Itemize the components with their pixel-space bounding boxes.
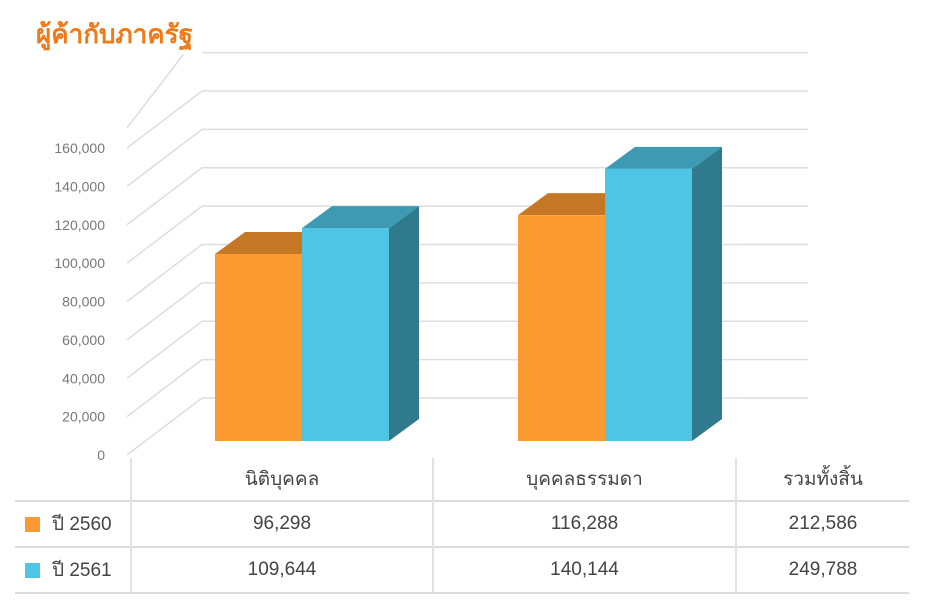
legend-cell: ปี 2560	[15, 500, 131, 547]
legend-swatch-2560	[25, 517, 40, 533]
y-tick-label: 20,000	[62, 409, 105, 425]
y-tick-label: 0	[97, 447, 105, 460]
legend-swatch-2561	[25, 563, 40, 579]
legend-cell: ปี 2561	[15, 546, 131, 594]
table-cell: 96,298	[130, 500, 433, 547]
gridline	[126, 90, 808, 149]
bar-top	[302, 206, 419, 229]
y-tick-label: 160,000	[54, 140, 105, 156]
y-tick-label: 40,000	[62, 370, 105, 386]
data-table: นิติบุคคล บุคคลธรรมดา รวมทั้งสิ้น ปี 256…	[15, 458, 909, 594]
table-header-row: นิติบุคคล บุคคลธรรมดา รวมทั้งสิ้น	[15, 458, 909, 501]
table-cell: 249,788	[735, 546, 909, 594]
page-title: ผู้ค้ากับภาครัฐ	[36, 19, 193, 49]
table-cell: 140,144	[432, 546, 736, 594]
bar-ปี 2561	[605, 168, 692, 441]
table-cell: 212,586	[735, 500, 909, 547]
y-tick-label: 140,000	[54, 178, 105, 194]
bar-ปี 2561	[302, 228, 389, 441]
y-tick-label: 100,000	[54, 255, 105, 271]
y-tick-label: 120,000	[54, 217, 105, 233]
bar-ปี 2560	[518, 215, 605, 441]
y-tick-label: 60,000	[62, 332, 105, 348]
table-cell: 116,288	[432, 500, 736, 547]
gridline	[126, 54, 184, 129]
legend-label: ปี 2561	[52, 560, 112, 581]
bar-side	[692, 146, 722, 441]
legend-label: ปี 2560	[52, 514, 112, 535]
header-cell: นิติบุคคล	[130, 458, 433, 501]
gridline	[126, 167, 808, 226]
table-row: ปี 2560 96,298 116,288 212,586	[15, 500, 909, 547]
bar-top	[605, 146, 722, 169]
table-cell: 109,644	[130, 546, 433, 594]
header-cell: รวมทั้งสิ้น	[735, 458, 909, 501]
y-tick-label: 80,000	[62, 294, 105, 310]
header-blank	[15, 458, 131, 501]
bar-ปี 2560	[215, 254, 302, 441]
table-row: ปี 2561 109,644 140,144 249,788	[15, 546, 909, 594]
header-cell: บุคคลธรรมดา	[432, 458, 736, 501]
bar-chart: 0 20,000 40,000 60,000 80,000 100,000 120,000 1…	[54, 51, 808, 460]
bar-side	[389, 206, 419, 441]
gridline	[126, 128, 808, 187]
